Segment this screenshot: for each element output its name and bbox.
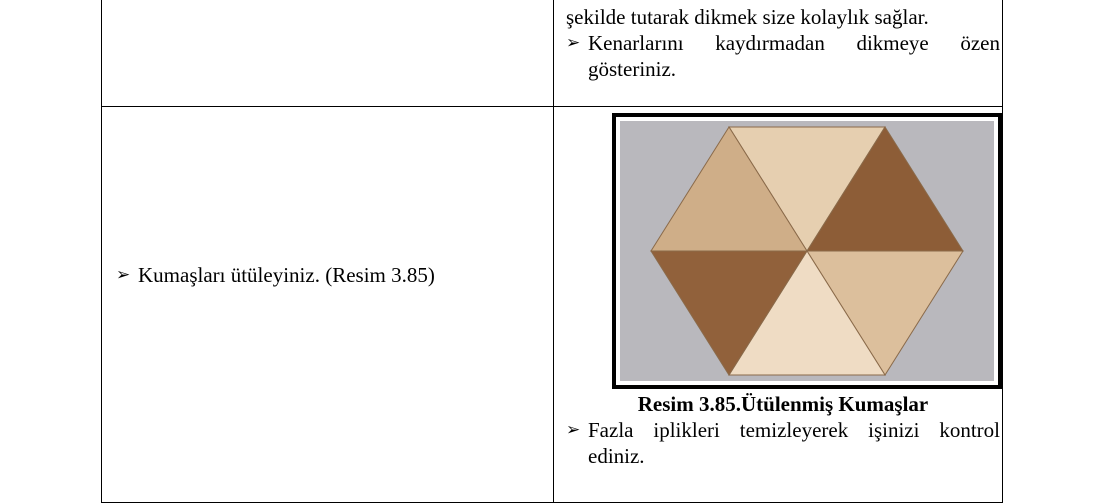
bullet-item: Kenarlarını kaydırmadan dikmeye özen gös… [566,30,1000,82]
column-divider [553,0,554,502]
caption: Resim 3.85.Ütülenmiş Kumaşlar [637,392,929,416]
row-divider [102,106,1002,107]
cell: şekilde tutarak dikmek size kolaylık sağ… [566,4,1000,82]
bullet-item: Fazla iplikleri temizleyerek işinizi kon… [566,417,1000,469]
cell: Resim 3.85.Ütülenmiş Kumaşlar Fazla ipli… [566,113,1002,469]
cell: Kumaşları ütüleyiniz. (Resim 3.85) [116,262,536,288]
table: şekilde tutarak dikmek size kolaylık sağ… [101,0,1003,503]
bullet-item: Kumaşları ütüleyiniz. (Resim 3.85) [116,262,536,288]
photo [612,113,1002,389]
text: şekilde tutarak dikmek size kolaylık sağ… [566,5,929,29]
